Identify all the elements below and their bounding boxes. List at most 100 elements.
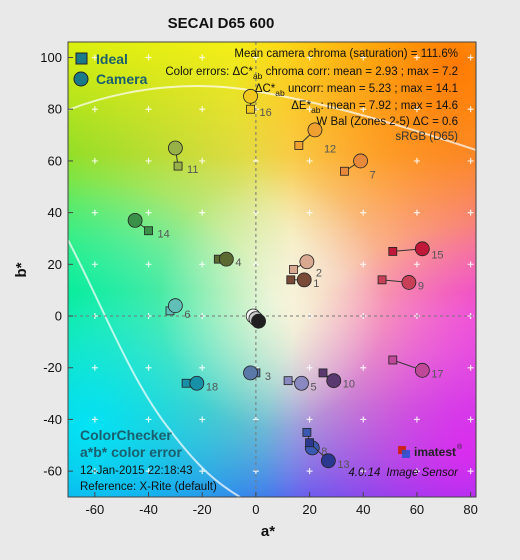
- grid-cross: [360, 54, 367, 61]
- patch-label: 16: [260, 107, 272, 119]
- footer-version-number: 4.0.14: [348, 467, 380, 479]
- legend-ideal-label: Ideal: [96, 51, 128, 67]
- grid-cross: [199, 157, 206, 164]
- camera-marker: [294, 375, 309, 391]
- srgb-gamut-boundary-upper: [68, 85, 476, 151]
- ideal-marker: [144, 226, 153, 236]
- x-tick-label: 80: [463, 502, 477, 517]
- patch-14: 14: [127, 212, 170, 241]
- grid-cross: [199, 106, 206, 113]
- grid-cross: [413, 157, 420, 164]
- chroma-corr-suffix: chroma corr: mean = 2.93 ; max = 7.2: [262, 66, 458, 78]
- grid-cross: [91, 364, 98, 371]
- camera-marker: [414, 362, 430, 378]
- patch-label: 12: [324, 143, 336, 155]
- grid-cross: [91, 209, 98, 216]
- grid-cross: [145, 416, 152, 423]
- ideal-marker: [305, 438, 314, 448]
- patch-2: 2: [289, 254, 322, 280]
- y-tick-label: -40: [43, 412, 62, 427]
- camera-marker: [243, 88, 258, 104]
- camera-marker: [218, 251, 234, 267]
- patch-label: 18: [206, 381, 218, 393]
- grid-cross: [467, 54, 474, 61]
- delta-e-prefix: ΔE*: [291, 100, 311, 112]
- color-space-text: sRGB (D65): [395, 131, 458, 143]
- ideal-marker: [283, 376, 293, 386]
- footer-reference: Reference: X-Rite (default): [80, 481, 217, 493]
- grid-cross: [145, 54, 152, 61]
- grid-cross: [467, 416, 474, 423]
- camera-marker: [296, 272, 312, 288]
- patch-label: 9: [418, 280, 424, 292]
- patch-3: 3: [243, 365, 271, 383]
- footer-version: 4.0.14 Image Sensor: [348, 467, 459, 479]
- chart-title: SECAI D65 600: [168, 15, 275, 32]
- y-tick-label: -60: [43, 464, 62, 479]
- legend: Ideal Camera: [73, 51, 148, 87]
- legend-camera-marker: [73, 71, 89, 87]
- delta-e-subscript: ab: [311, 105, 321, 115]
- grid-cross: [360, 261, 367, 268]
- grid-cross: [360, 468, 367, 475]
- footer-date: 12-Jan-2015 22:18:43: [80, 465, 193, 477]
- grid-cross: [413, 54, 420, 61]
- grid-cross: [145, 261, 152, 268]
- chroma-corr-text: Color errors: ΔC*ab chroma corr: mean = …: [165, 66, 458, 81]
- patch-label: 2: [316, 268, 322, 280]
- ideal-marker: [286, 275, 296, 285]
- grid-cross: [91, 261, 98, 268]
- grid-cross: [199, 416, 206, 423]
- grid-cross: [467, 261, 474, 268]
- grid-cross: [199, 209, 206, 216]
- patch-16: 16: [243, 88, 272, 119]
- chroma-uncorr-text: ΔC*ab uncorr: mean = 5.23 ; max = 14.1: [255, 83, 458, 98]
- ideal-marker: [318, 368, 328, 378]
- patch-label: 5: [311, 381, 317, 393]
- footer-product: Image Sensor: [386, 467, 459, 479]
- grid-cross: [306, 364, 313, 371]
- grid-cross: [199, 261, 206, 268]
- neutral-patches: [245, 308, 266, 329]
- ideal-marker: [173, 161, 183, 171]
- patch-label: 4: [235, 257, 241, 269]
- chart-footer: ColorChecker a*b* color error 12-Jan-201…: [80, 427, 463, 493]
- chroma-corr-prefix: Color errors: ΔC*: [165, 66, 253, 78]
- grid-cross: [91, 157, 98, 164]
- ideal-marker: [340, 166, 349, 176]
- x-tick-label: -40: [139, 502, 158, 517]
- camera-marker: [401, 275, 417, 290]
- grid-cross: [360, 364, 367, 371]
- grid-cross: [145, 364, 152, 371]
- camera-marker: [307, 122, 323, 138]
- camera-marker: [167, 140, 183, 156]
- patch-1: 1: [286, 272, 319, 290]
- y-axis-ticks: -60 -40 -20 0 20 40 60 80 100: [40, 50, 73, 479]
- patch-9: 9: [377, 275, 424, 292]
- y-tick-label: 80: [48, 102, 62, 117]
- patch-18: 18: [181, 375, 218, 393]
- x-axis-ticks: -60 -40 -20 0 20 40 60 80: [85, 492, 478, 517]
- chroma-uncorr-suffix: uncorr: mean = 5.23 ; max = 14.1: [285, 83, 458, 95]
- white-balance-text: W Bal (Zones 2-5) ΔC = 0.6: [316, 116, 458, 128]
- grid-cross: [467, 468, 474, 475]
- ideal-marker: [388, 355, 398, 365]
- grid-cross: [306, 209, 313, 216]
- x-tick-label: 60: [410, 502, 424, 517]
- camera-marker: [414, 241, 430, 257]
- plot-frame: [67, 41, 477, 498]
- chroma-uncorr-subscript: ab: [275, 88, 285, 98]
- grid-cross: [467, 106, 474, 113]
- ideal-marker: [181, 378, 191, 388]
- patch-4: 4: [213, 251, 241, 269]
- imatest-logo-mark: ®: [457, 443, 463, 451]
- y-tick-label: 20: [48, 257, 62, 272]
- patch-label: 15: [431, 249, 443, 261]
- x-tick-label: 40: [356, 502, 370, 517]
- y-tick-label: 40: [48, 205, 62, 220]
- grid-cross: [91, 416, 98, 423]
- patch-label: 1: [313, 278, 319, 290]
- ideal-marker: [388, 247, 398, 256]
- patch-7: 7: [340, 153, 376, 181]
- grid-cross: [145, 106, 152, 113]
